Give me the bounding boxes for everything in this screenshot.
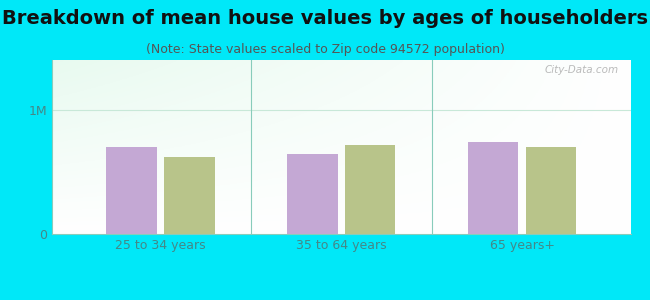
Bar [287, 154, 337, 234]
Bar [164, 157, 215, 234]
Text: Breakdown of mean house values by ages of householders: Breakdown of mean house values by ages o… [2, 9, 648, 28]
Bar [345, 145, 395, 234]
Bar [526, 147, 577, 234]
Text: City-Data.com: City-Data.com [545, 65, 619, 75]
Text: (Note: State values scaled to Zip code 94572 population): (Note: State values scaled to Zip code 9… [146, 44, 504, 56]
Bar [106, 147, 157, 234]
Bar [468, 142, 519, 234]
Legend: Zip code 94572, California: Zip code 94572, California [221, 298, 462, 300]
